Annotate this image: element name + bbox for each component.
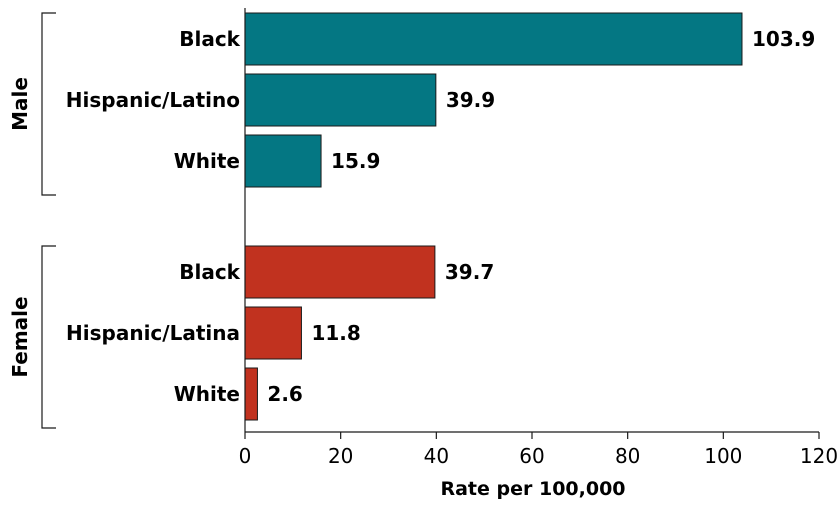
category-label-female-white: White xyxy=(174,382,240,406)
category-label-male-hispanic-latino: Hispanic/Latino xyxy=(66,88,240,112)
value-label-female-black: 39.7 xyxy=(445,260,494,284)
value-label-male-hispanic-latino: 39.9 xyxy=(446,88,495,112)
bars xyxy=(244,12,743,421)
category-labels: Black Hispanic/Latino White Black Hispanic/L… xyxy=(66,27,241,406)
group-brackets xyxy=(41,12,56,429)
bar-male-black xyxy=(244,12,743,66)
category-label-male-black: Black xyxy=(179,27,240,51)
x-tick-label-80: 80 xyxy=(615,444,640,468)
bar-male-hispanic-latino xyxy=(244,73,437,127)
x-tick-label-120: 120 xyxy=(800,444,838,468)
x-tick-label-0: 0 xyxy=(239,444,252,468)
bar-female-white xyxy=(244,367,258,421)
x-tick-label-40: 40 xyxy=(424,444,449,468)
x-tick-label-20: 20 xyxy=(328,444,353,468)
group-labels: Male Female xyxy=(8,77,32,378)
bracket-female xyxy=(41,245,56,429)
value-label-male-black: 103.9 xyxy=(752,27,815,51)
axes xyxy=(244,8,819,433)
group-label-male: Male xyxy=(8,77,32,131)
category-label-male-white: White xyxy=(174,149,240,173)
category-label-female-hispanic-latina: Hispanic/Latina xyxy=(66,321,240,345)
value-label-male-white: 15.9 xyxy=(331,149,380,173)
x-tick-label-60: 60 xyxy=(519,444,544,468)
category-label-female-black: Black xyxy=(179,260,240,284)
value-label-female-white: 2.6 xyxy=(267,382,302,406)
bar-female-black xyxy=(244,245,436,299)
x-axis-title: Rate per 100,000 xyxy=(440,478,625,500)
x-tick-label-100: 100 xyxy=(704,444,742,468)
value-label-female-hispanic-latina: 11.8 xyxy=(311,321,360,345)
group-label-female: Female xyxy=(8,296,32,377)
bar-female-hispanic-latina xyxy=(244,306,302,360)
x-axis-ticks: 0 20 40 60 80 100 120 xyxy=(239,432,838,468)
bracket-male xyxy=(41,12,56,196)
value-labels: 103.9 39.9 15.9 39.7 11.8 2.6 xyxy=(267,27,815,406)
bar-male-white xyxy=(244,134,322,188)
